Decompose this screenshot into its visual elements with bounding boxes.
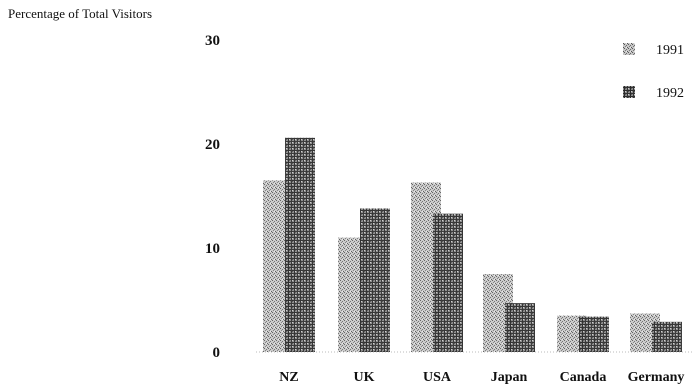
x-tick-label-canada: Canada bbox=[560, 370, 607, 385]
x-tick-label-uk: UK bbox=[354, 370, 375, 385]
bar-nz-1992 bbox=[285, 137, 315, 352]
y-tick-label: 30 bbox=[205, 33, 220, 49]
bars bbox=[263, 137, 682, 352]
bar-japan-1992 bbox=[505, 303, 535, 352]
x-axis-ticks: NZ UK USA Japan Canada Germany bbox=[279, 370, 684, 385]
bar-uk-1992 bbox=[360, 208, 390, 352]
legend-label-1992: 1992 bbox=[656, 86, 684, 101]
bar-germany-1992 bbox=[652, 321, 682, 352]
legend-swatch-1992 bbox=[623, 86, 635, 98]
bar-usa-1992 bbox=[433, 213, 463, 352]
x-tick-label-japan: Japan bbox=[491, 370, 528, 385]
y-tick-label: 10 bbox=[205, 241, 220, 257]
x-tick-label-nz: NZ bbox=[279, 370, 298, 385]
legend-item-1991: 1991 bbox=[623, 43, 684, 58]
x-tick-label-germany: Germany bbox=[628, 370, 685, 385]
y-axis-title: Percentage of Total Visitors bbox=[8, 6, 152, 21]
legend-swatch-1991 bbox=[623, 43, 635, 55]
x-tick-label-usa: USA bbox=[423, 370, 452, 385]
legend: 1991 1992 bbox=[623, 43, 684, 101]
legend-label-1991: 1991 bbox=[656, 43, 684, 58]
bar-canada-1992 bbox=[579, 316, 609, 352]
legend-item-1992: 1992 bbox=[623, 86, 684, 101]
y-tick-label: 20 bbox=[205, 137, 220, 153]
y-tick-label: 0 bbox=[213, 345, 221, 361]
y-axis-ticks: 0 10 20 30 bbox=[205, 33, 220, 361]
